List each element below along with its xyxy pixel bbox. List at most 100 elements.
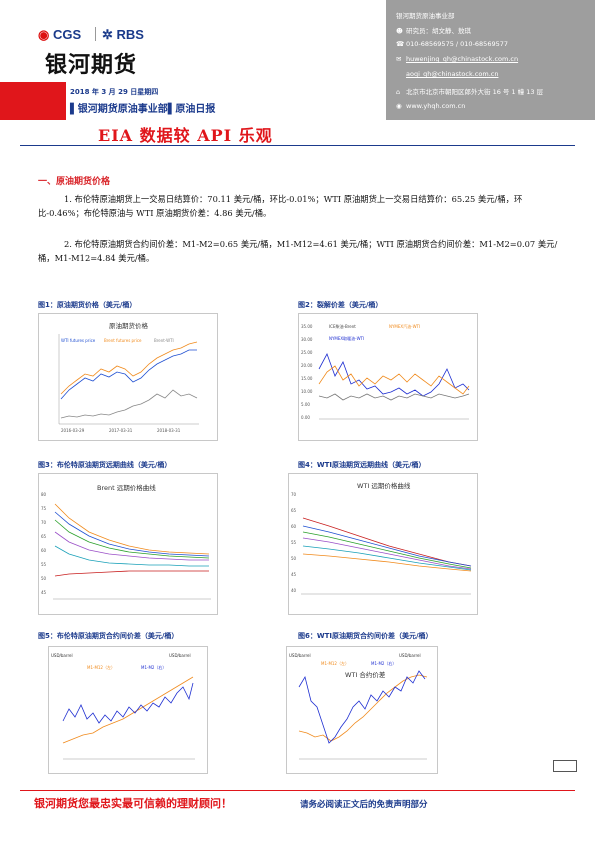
y-tick: 30.00 [301, 337, 313, 342]
curve [302, 553, 472, 572]
y-tick: 15.00 [301, 376, 313, 381]
y-tick: 80 [41, 492, 47, 497]
series-gasoline-line [318, 365, 470, 395]
logo-cgs: ◉ CGS [38, 27, 82, 42]
logo-divider [95, 27, 96, 41]
y-tick: 50 [291, 556, 297, 561]
series-spread-line [60, 389, 198, 419]
report-date: 2018 年 3 月 29 日星期四 [70, 88, 159, 96]
y-tick: 55 [291, 540, 297, 545]
legend-m1-m2: M1-M2（右） [141, 664, 166, 670]
department-line: ▌银河期货原油事业部▌原油日报 [70, 104, 216, 115]
legend-heating: NYMEX取暖油-WTI [329, 335, 364, 341]
curve [54, 511, 210, 557]
mail-icon: ✉ [396, 55, 402, 63]
person-icon: ☻ [396, 27, 403, 35]
y-tick: 60 [291, 524, 297, 529]
figure-6-chart: WTI 合约价差 USD/barrel USD/barrel M1-M12（左）… [286, 646, 438, 774]
figure-5-chart: USD/barrel USD/barrel M1-M12（左） M1-M2（右） [48, 646, 208, 774]
chart-title: WTI 远期价格曲线 [357, 481, 411, 490]
curve [54, 531, 209, 561]
legend-brent: Brent futures price [104, 338, 142, 343]
y-tick: 0.00 [301, 415, 310, 420]
y-tick: 65 [41, 534, 47, 539]
y-tick: 10.00 [301, 389, 313, 394]
contact-researchers: ☻ 研究员：胡文静、敖琪 [396, 27, 471, 35]
contact-website[interactable]: ◉ www.yhqh.com.cn [396, 102, 466, 110]
title-divider [20, 145, 575, 146]
y-tick: 55 [41, 562, 47, 567]
figure-1-chart: 原油期货价格 WTI futures price Brent futures p… [38, 313, 218, 441]
y-tick: 60 [41, 548, 47, 553]
home-icon: ⌂ [396, 88, 401, 96]
y-tick: 45 [41, 590, 47, 595]
red-accent-block [0, 82, 66, 120]
contact-address: ⌂ 北京市北京市朝阳区郎外大街 16 号 1 幢 13 层 [396, 88, 544, 96]
curve [54, 545, 209, 567]
legend-m1-m12: M1-M12（左） [87, 664, 115, 670]
logo-name: 银河期货 [45, 53, 138, 78]
legend-wti: WTI futures price [61, 338, 96, 343]
contact-email-2[interactable]: aoqi_qh@chinastock.com.cn [406, 70, 499, 78]
curve [302, 525, 472, 567]
curve [302, 537, 472, 570]
legend-spread: Brent-WTI [154, 338, 174, 343]
figure-2-chart: 35.00 30.00 25.00 20.00 15.00 10.00 5.00… [298, 313, 478, 441]
chart-title: 原油期货价格 [109, 321, 149, 330]
figure-3-label: 图3：布伦特原油期货远期曲线（美元/桶） [38, 461, 172, 469]
footer-slogan: 银河期货您最忠实最可信赖的理财顾问！ [34, 797, 232, 810]
curve [54, 503, 210, 555]
y-tick: 50 [41, 576, 47, 581]
y-tick: 45 [291, 572, 297, 577]
phone-icon: ☎ [396, 40, 405, 48]
x-tick: 2017-03-31 [109, 428, 133, 433]
left-unit: USD/barrel [289, 653, 311, 658]
contact-panel: 银河期货原油事业部 ☻ 研究员：胡文静、敖琪 ☎ 010-68569575 / 01… [386, 0, 595, 120]
y-tick: 25.00 [301, 350, 313, 355]
y-tick: 70 [291, 492, 297, 497]
section-title: 一、原油期货价格 [38, 177, 111, 187]
x-tick: 2016-03-29 [61, 428, 85, 433]
web-icon: ◉ [396, 102, 402, 110]
legend-gasoline: NYMEX汽油-WTI [389, 323, 420, 329]
company-logo: ◉ CGS ✲ RBS 银河期货 [38, 20, 168, 80]
y-tick: 5.00 [301, 402, 310, 407]
logo-rbs: ✲ RBS [102, 27, 144, 42]
page-marker [553, 760, 577, 772]
curve [54, 519, 210, 559]
y-tick: 65 [291, 508, 297, 513]
report-title: EIA 数据较 API 乐观 [98, 126, 273, 145]
series-ice-line [318, 393, 470, 401]
legend-m1-m2: M1-M2（右） [371, 660, 396, 666]
figure-1-label: 图1：原油期货价格（美元/桶） [38, 301, 137, 309]
figure-4-label: 图4：WTI原油期货远期曲线（美元/桶） [298, 461, 426, 469]
chart-title: WTI 合约价差 [345, 670, 386, 679]
series-heating-line [318, 353, 470, 397]
curve [302, 531, 472, 569]
right-unit: USD/barrel [399, 653, 421, 658]
y-tick: 35.00 [301, 324, 313, 329]
contact-phone: ☎ 010-68569575 / 010-68569577 [396, 40, 508, 48]
chart-title: Brent 远期价格曲线 [97, 483, 156, 492]
left-unit: USD/barrel [51, 653, 73, 658]
legend-ice: ICE柴油-Brent [329, 323, 356, 329]
curve [302, 545, 472, 571]
series-wti-line [60, 349, 197, 400]
y-tick: 75 [41, 506, 47, 511]
series-m1-m2-line [62, 682, 194, 724]
x-tick: 2018-03-31 [157, 428, 181, 433]
curve [54, 570, 209, 577]
contact-email-1[interactable]: ✉ huwenjing_qh@chinastock.com.cn [396, 55, 519, 63]
series-m1-m12-line [62, 676, 194, 744]
paragraph-1: 1. 布伦特原油期货上一交易日结算价：70.11 美元/桶，环比-0.01%；W… [38, 194, 523, 218]
right-unit: USD/barrel [169, 653, 191, 658]
series-m1-m2-line [298, 670, 426, 744]
figure-4-chart: WTI 远期价格曲线 70 65 60 55 50 45 40 [288, 473, 478, 615]
figure-2-label: 图2：裂解价差（美元/桶） [298, 301, 383, 309]
series-brent-line [60, 341, 198, 395]
footer-divider [20, 790, 575, 791]
figure-6-label: 图6：WTI原油期货合约间价差（美元/桶） [298, 632, 433, 640]
contact-org: 银河期货原油事业部 [396, 12, 455, 20]
paragraph-2: 2. 布伦特原油期货合约间价差：M1-M2=0.65 美元/桶，M1-M12=4… [38, 239, 558, 263]
y-tick: 70 [41, 520, 47, 525]
